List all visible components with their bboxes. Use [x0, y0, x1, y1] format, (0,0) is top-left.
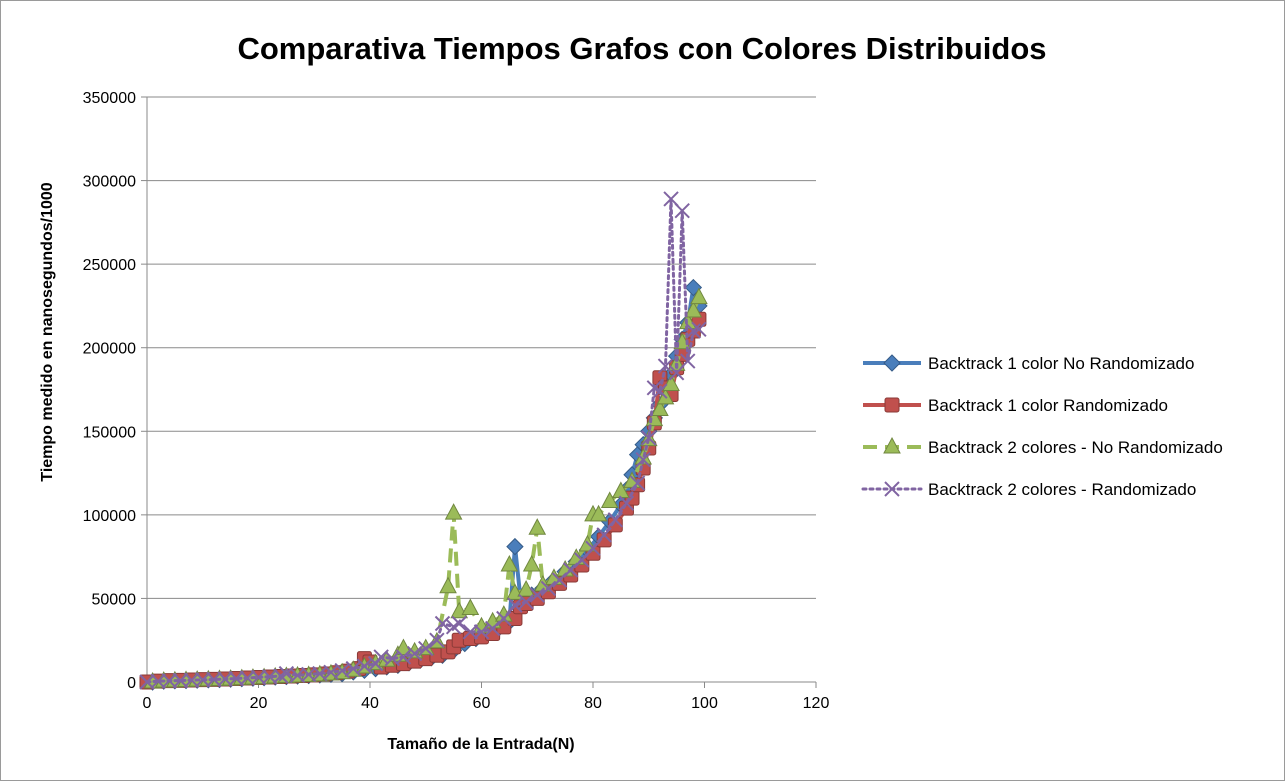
data-point — [522, 554, 541, 572]
data-point — [652, 383, 668, 399]
data-point — [657, 358, 674, 374]
data-point — [662, 374, 680, 391]
data-point — [473, 624, 490, 640]
data-point — [461, 598, 480, 615]
data-point — [418, 640, 434, 657]
legend-label: Backtrack 1 color Randomizado — [928, 396, 1168, 415]
legend-label: Backtrack 2 colores - Randomizado — [928, 480, 1196, 499]
data-point — [161, 673, 178, 689]
legend-marker — [884, 481, 900, 497]
x-tick-label: 100 — [691, 695, 718, 712]
data-point — [629, 475, 646, 491]
data-point — [596, 527, 612, 543]
data-point — [600, 491, 619, 508]
data-point — [183, 672, 200, 688]
legend-marker — [883, 354, 901, 372]
legend-item: Backtrack 1 color No Randomizado — [863, 354, 1194, 373]
data-point — [528, 518, 547, 535]
data-point — [444, 503, 463, 520]
x-axis-label: Tamaño de la Entrada(N) — [387, 736, 574, 753]
x-tick-label: 40 — [361, 695, 379, 712]
y-tick-label: 250000 — [83, 257, 136, 274]
x-tick-label: 0 — [143, 695, 152, 712]
y-tick-label: 350000 — [83, 90, 136, 107]
data-point — [641, 430, 657, 446]
legend-label: Backtrack 2 colores - No Randomizado — [928, 438, 1223, 457]
data-point — [680, 353, 696, 369]
data-point — [635, 451, 651, 468]
y-tick-label: 50000 — [92, 591, 137, 608]
data-point — [518, 594, 534, 610]
y-tick-label: 0 — [127, 675, 136, 692]
data-point — [462, 624, 479, 640]
data-point — [691, 321, 707, 338]
data-point — [406, 645, 423, 662]
data-point — [589, 504, 608, 522]
data-point — [429, 632, 445, 648]
legend-marker — [884, 397, 900, 413]
series-layer — [139, 191, 708, 691]
y-tick-label: 200000 — [83, 341, 136, 358]
data-point — [540, 580, 557, 597]
series-line — [145, 197, 701, 684]
data-point — [651, 399, 669, 417]
legend-label: Backtrack 1 color No Randomizado — [928, 354, 1194, 373]
data-point — [690, 287, 708, 305]
data-point — [585, 540, 601, 556]
x-tick-label: 80 — [584, 695, 602, 712]
data-point — [496, 610, 512, 627]
legend-item: Backtrack 2 colores - No Randomizado — [863, 436, 1223, 457]
data-point — [434, 615, 451, 632]
y-tick-label: 150000 — [83, 424, 136, 441]
data-point — [607, 512, 624, 528]
data-point — [674, 202, 690, 219]
grid-layer — [147, 96, 816, 683]
data-point — [273, 668, 289, 684]
y-axis-label: Tiempo medido en nanosegundos/1000 — [39, 182, 56, 481]
series-line — [152, 285, 701, 684]
data-point — [150, 673, 166, 689]
data-point — [684, 300, 703, 318]
legend: Backtrack 1 color No Randomizado Backtrac… — [861, 354, 1223, 499]
x-tick-label: 120 — [803, 695, 830, 712]
chart-title: Comparativa Tiempos Grafos con Colores D… — [237, 31, 1046, 66]
y-tick-label: 300000 — [83, 174, 136, 191]
data-point — [500, 554, 519, 572]
data-point — [439, 576, 457, 594]
legend-item: Backtrack 2 colores - Randomizado — [861, 480, 1196, 499]
y-tick-label: 100000 — [83, 508, 136, 525]
data-point — [529, 587, 545, 603]
data-point — [451, 615, 467, 632]
data-point — [172, 672, 189, 689]
data-point — [195, 672, 211, 688]
data-point — [506, 537, 524, 556]
data-point — [395, 649, 412, 665]
series-3 — [143, 287, 708, 689]
data-point — [507, 597, 523, 613]
series-4 — [139, 191, 707, 690]
axes-layer — [146, 97, 816, 683]
x-tick-label: 20 — [250, 695, 268, 712]
series-line — [146, 318, 701, 684]
legend-marker — [883, 436, 901, 454]
data-point — [618, 495, 635, 511]
data-point — [685, 323, 702, 339]
legend-item: Backtrack 1 color Randomizado — [863, 396, 1168, 415]
ticks-layer: 0 50000 100000 150000 200000 250000 300000 3500… — [83, 90, 830, 712]
x-tick-label: 60 — [473, 695, 491, 712]
